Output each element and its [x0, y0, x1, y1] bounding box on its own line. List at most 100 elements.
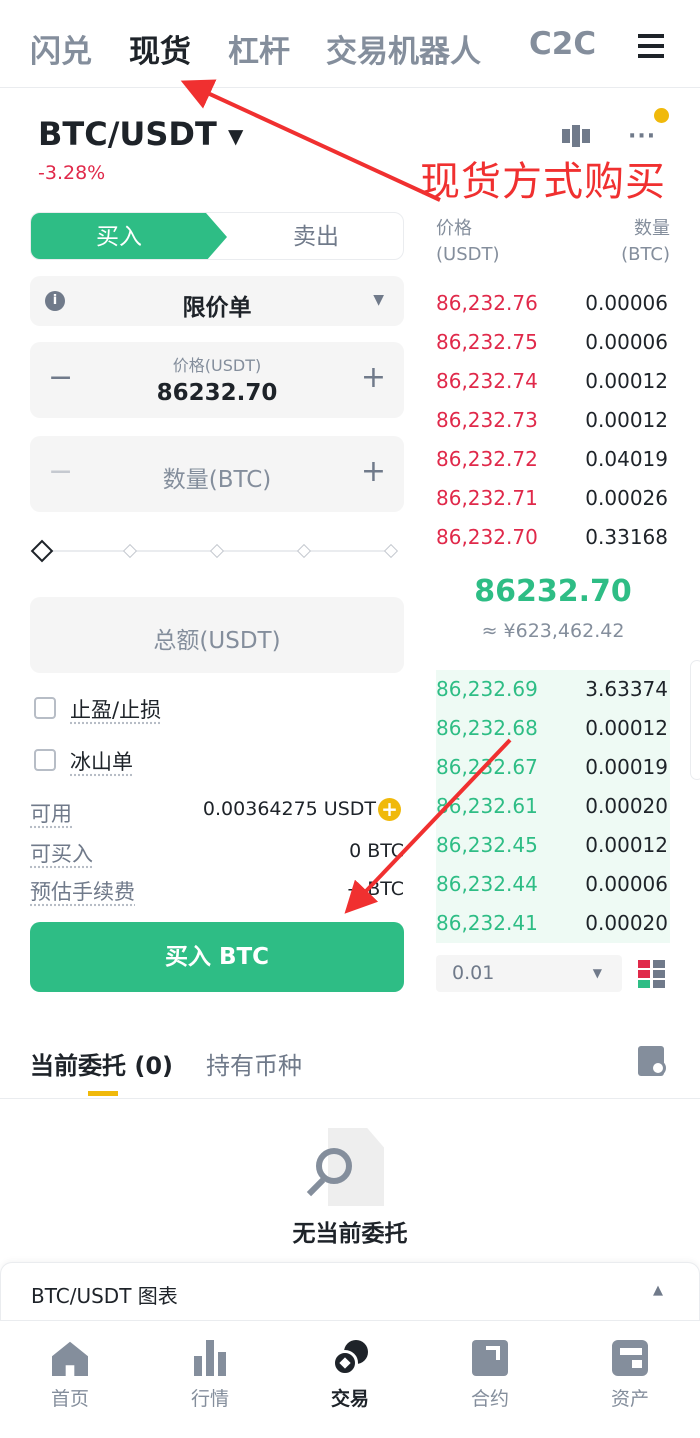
ask-qty: 0.04019 [585, 447, 668, 471]
last-price: 86232.70 [474, 574, 632, 609]
menu-icon[interactable] [638, 34, 664, 58]
ask-price: 86,232.75 [436, 330, 538, 354]
bid-price: 86,232.41 [436, 911, 538, 935]
nav-futures[interactable]: 合约 [450, 1340, 530, 1411]
ask-price: 86,232.71 [436, 486, 538, 510]
pair-selector[interactable]: BTC/USDT ▼ [38, 115, 243, 153]
side-toggle: 买入 卖出 [30, 212, 404, 260]
trade-coins-icon [332, 1340, 368, 1376]
ask-row[interactable]: 86,232.72 0.04019 [436, 440, 670, 479]
increase-price-button[interactable]: + [360, 360, 386, 395]
bid-price: 86,232.45 [436, 833, 538, 857]
ob-qty-header: 数量 (BTC) [621, 218, 670, 265]
bid-qty: 0.00019 [585, 755, 668, 779]
add-funds-icon[interactable]: + [378, 798, 401, 821]
increase-amount-button[interactable]: + [360, 454, 386, 489]
more-icon[interactable]: ··· [628, 124, 657, 149]
bid-qty: 0.00012 [585, 716, 668, 740]
ask-row[interactable]: 86,232.74 0.00012 [436, 362, 670, 401]
ask-qty: 0.00012 [585, 369, 668, 393]
nav-trade[interactable]: 交易 [310, 1340, 390, 1411]
bid-qty: 0.00012 [585, 833, 668, 857]
bid-qty: 0.00020 [585, 794, 668, 818]
iceberg-checkbox[interactable] [34, 749, 56, 771]
wallet-icon [612, 1340, 648, 1376]
available-value: 0.00364275 USDT [202, 798, 376, 820]
amount-slider[interactable] [30, 539, 400, 563]
buy-tab[interactable]: 买入 [31, 213, 227, 259]
candlestick-chart-icon[interactable] [560, 121, 592, 149]
price-label: 价格(USDT) [172, 356, 262, 375]
ask-qty: 0.33168 [585, 525, 668, 549]
order-type-value: 限价单 [182, 295, 252, 321]
chart-drawer-title: BTC/USDT 图表 [31, 1284, 178, 1308]
ask-row[interactable]: 86,232.70 0.33168 [436, 518, 670, 557]
depth-precision-select[interactable]: 0.01 ▼ [436, 955, 622, 992]
total-placeholder: 总额(USDT) [153, 628, 281, 654]
active-tab-indicator [88, 1091, 118, 1096]
tab-holdings[interactable]: 持有币种 [206, 1052, 302, 1080]
decrease-price-button[interactable]: − [48, 360, 74, 395]
amount-input[interactable]: − 数量(BTC) + [30, 436, 404, 512]
ask-price: 86,232.70 [436, 525, 538, 549]
nav-assets[interactable]: 资产 [590, 1340, 670, 1411]
order-history-icon[interactable] [638, 1046, 666, 1076]
ask-qty: 0.00012 [585, 408, 668, 432]
fee-label: 预估手续费 [30, 880, 135, 904]
bottom-nav [0, 1320, 700, 1438]
decrease-amount-button[interactable]: − [48, 454, 74, 489]
bid-row[interactable]: 86,232.69 3.63374 [436, 670, 670, 709]
orderbook-layout-icon[interactable] [638, 960, 666, 988]
bid-row[interactable]: 86,232.44 0.00006 [436, 865, 670, 904]
ask-row[interactable]: 86,232.71 0.00026 [436, 479, 670, 518]
tab-open-orders[interactable]: 当前委托 (0) [30, 1052, 173, 1080]
info-icon[interactable]: i [45, 291, 65, 311]
side-drawer-handle[interactable] [690, 660, 700, 780]
empty-state: 无当前委托 [292, 1221, 408, 1247]
ask-qty: 0.00006 [585, 291, 668, 315]
tab-margin[interactable]: 杠杆 [228, 34, 290, 70]
total-input[interactable]: 总额(USDT) [30, 597, 404, 673]
notification-dot [654, 108, 669, 123]
sell-tab[interactable]: 卖出 [293, 224, 339, 250]
empty-search-icon [306, 1128, 386, 1210]
ask-qty: 0.00026 [585, 486, 668, 510]
pair-name: BTC/USDT [38, 115, 217, 153]
tab-trading-bots[interactable]: 交易机器人 [326, 34, 481, 70]
ob-price-header: 价格 (USDT) [436, 218, 500, 265]
tab-c2c[interactable]: C2C [529, 26, 597, 62]
order-type-select[interactable]: i 限价单 ▼ [30, 276, 404, 326]
bid-row[interactable]: 86,232.41 0.00020 [436, 904, 670, 943]
annotation-text: 现货方式购买 [420, 159, 666, 205]
bid-qty: 0.00020 [585, 911, 668, 935]
ask-row[interactable]: 86,232.73 0.00012 [436, 401, 670, 440]
nav-home[interactable]: 首页 [30, 1340, 110, 1411]
chart-drawer[interactable]: BTC/USDT 图表 ▲ [0, 1262, 700, 1322]
tp-sl-checkbox[interactable] [34, 697, 56, 719]
bid-qty: 0.00006 [585, 872, 668, 896]
max-buy-value: 0 BTC [349, 840, 404, 862]
top-tab-bar: 闪兑 现货 杠杆 交易机器人 C2C [0, 0, 700, 88]
caret-up-icon[interactable]: ▲ [653, 1283, 663, 1298]
caret-down-icon: ▼ [592, 966, 602, 980]
price-value: 86232.70 [156, 380, 278, 406]
amount-placeholder: 数量(BTC) [162, 467, 272, 493]
bid-row[interactable]: 86,232.68 0.00012 [436, 709, 670, 748]
ask-row[interactable]: 86,232.75 0.00006 [436, 323, 670, 362]
bid-row[interactable]: 86,232.45 0.00012 [436, 826, 670, 865]
futures-icon [472, 1340, 508, 1376]
iceberg-label[interactable]: 冰山单 [70, 750, 133, 774]
tab-spot[interactable]: 现货 [129, 34, 191, 70]
bid-price: 86,232.68 [436, 716, 538, 740]
price-input[interactable]: − 价格(USDT) 86232.70 + [30, 342, 404, 418]
bid-row[interactable]: 86,232.670.00019 [436, 748, 670, 787]
tp-sl-label[interactable]: 止盈/止损 [70, 698, 162, 722]
nav-markets[interactable]: 行情 [170, 1340, 250, 1411]
ask-price: 86,232.76 [436, 291, 538, 315]
ask-price: 86,232.74 [436, 369, 538, 393]
bid-row[interactable]: 86,232.61 0.00020 [436, 787, 670, 826]
buy-btc-button[interactable]: 买入 BTC [30, 922, 404, 992]
ask-row[interactable]: 86,232.76 0.00006 [436, 284, 670, 323]
tab-convert[interactable]: 闪兑 [30, 34, 92, 70]
